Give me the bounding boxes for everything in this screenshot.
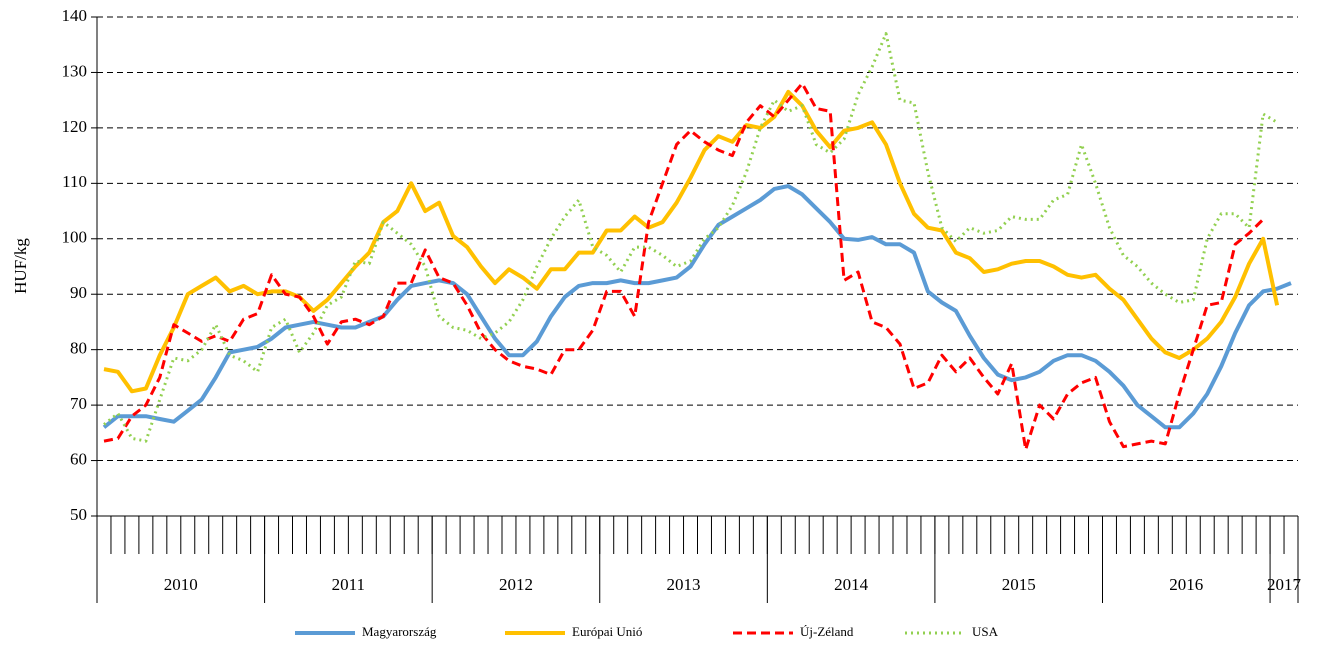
year-label: 2014 [834, 575, 869, 594]
series-line [103, 32, 1278, 443]
year-label: 2010 [164, 575, 198, 594]
year-label: 2017 [1267, 575, 1302, 594]
y-tick-label: 90 [70, 283, 87, 302]
year-label: 2013 [667, 575, 701, 594]
y-tick-label: 120 [62, 117, 88, 136]
y-tick-label: 130 [62, 61, 88, 80]
year-label: 2011 [332, 575, 365, 594]
y-tick-label: 60 [70, 449, 87, 468]
legend-label: Magyarország [362, 624, 437, 639]
legend-label: Új-Zéland [800, 624, 854, 639]
y-axis-label: HUF/kg [11, 238, 30, 294]
y-tick-label: 50 [70, 505, 87, 524]
year-label: 2012 [499, 575, 533, 594]
y-tick-label: 70 [70, 394, 87, 413]
y-tick-label: 100 [62, 228, 88, 247]
year-label: 2016 [1169, 575, 1203, 594]
series-line [102, 184, 1292, 430]
series-line [103, 89, 1280, 394]
year-label: 2015 [1002, 575, 1036, 594]
legend-label: Európai Unió [572, 624, 642, 639]
y-tick-label: 80 [70, 339, 87, 358]
y-tick-label: 140 [62, 6, 88, 25]
series-line [103, 82, 1265, 451]
y-tick-label: 110 [62, 172, 87, 191]
legend-label: USA [972, 624, 999, 639]
